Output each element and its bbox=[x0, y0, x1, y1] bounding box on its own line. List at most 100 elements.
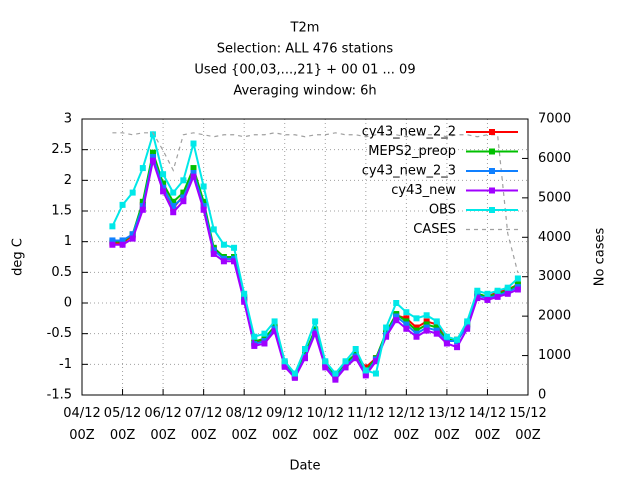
data-point bbox=[241, 298, 248, 305]
data-point bbox=[393, 300, 400, 306]
data-point bbox=[180, 177, 187, 184]
legend-label: cy43_new_2_3 bbox=[362, 164, 456, 179]
data-point bbox=[109, 223, 116, 230]
data-point bbox=[200, 206, 207, 213]
legend-label: OBS bbox=[429, 203, 456, 218]
data-point bbox=[423, 321, 430, 328]
data-point bbox=[362, 364, 369, 371]
y-tick-label: -1 bbox=[59, 357, 72, 372]
data-point bbox=[210, 250, 217, 257]
data-point bbox=[372, 358, 379, 365]
data-point bbox=[454, 344, 461, 351]
data-point bbox=[281, 363, 288, 370]
data-point bbox=[190, 173, 197, 180]
data-point bbox=[464, 325, 471, 332]
data-point bbox=[433, 318, 440, 325]
data-point bbox=[119, 237, 126, 244]
data-point bbox=[180, 198, 187, 205]
data-point bbox=[139, 165, 146, 172]
data-point bbox=[454, 336, 461, 343]
data-point bbox=[322, 364, 329, 371]
data-point bbox=[149, 157, 156, 164]
chart-subtitle: Used {00,03,...,21} + 00 01 ... 09 bbox=[194, 63, 415, 78]
data-point bbox=[129, 231, 136, 238]
y-tick-label: 3 bbox=[64, 112, 72, 127]
data-point bbox=[200, 203, 207, 210]
legend-marker bbox=[489, 129, 495, 135]
legend-label: cy43_new bbox=[391, 183, 456, 198]
x-tick-label: 08/12 00Z bbox=[225, 406, 262, 443]
y2-tick-label: 7000 bbox=[538, 112, 571, 127]
data-point bbox=[220, 241, 227, 248]
data-point bbox=[403, 309, 410, 316]
data-point bbox=[393, 313, 400, 320]
data-point bbox=[291, 370, 298, 377]
data-point bbox=[403, 321, 410, 328]
data-point bbox=[170, 209, 177, 216]
data-point bbox=[342, 358, 349, 365]
data-point bbox=[413, 330, 420, 337]
data-point bbox=[383, 324, 390, 331]
data-point bbox=[261, 330, 268, 337]
x-tick-label: 04/12 00Z bbox=[63, 406, 100, 443]
data-point bbox=[190, 165, 197, 172]
data-point bbox=[241, 290, 248, 297]
x-tick-label: 15/12 00Z bbox=[509, 406, 546, 443]
legend-label: MEPS2_preop bbox=[368, 144, 456, 159]
chart-title: T2m bbox=[290, 21, 320, 36]
data-point bbox=[494, 287, 501, 294]
data-point bbox=[433, 321, 440, 328]
data-point bbox=[514, 275, 521, 282]
data-point bbox=[149, 149, 156, 156]
y2-tick-label: 6000 bbox=[538, 151, 571, 166]
legend-marker bbox=[489, 148, 495, 155]
data-point bbox=[332, 370, 339, 377]
y2-tick-label: 1000 bbox=[538, 348, 571, 363]
data-point bbox=[180, 189, 187, 196]
data-point bbox=[403, 325, 410, 332]
data-point bbox=[271, 328, 278, 335]
data-point bbox=[281, 358, 288, 365]
data-point bbox=[119, 241, 126, 248]
legend-label: CASES bbox=[413, 222, 456, 237]
data-point bbox=[160, 188, 167, 195]
data-point bbox=[423, 318, 430, 325]
data-point bbox=[220, 258, 227, 265]
y-tick-label: 2.5 bbox=[51, 142, 72, 157]
data-point bbox=[342, 364, 349, 371]
legend-label: cy43_new_2_2 bbox=[362, 125, 456, 140]
data-point bbox=[302, 346, 308, 352]
data-point bbox=[160, 184, 167, 191]
x-tick-label: 07/12 00Z bbox=[185, 406, 222, 443]
data-point bbox=[200, 198, 207, 205]
legend-marker bbox=[489, 168, 495, 174]
x-tick-label: 06/12 00Z bbox=[144, 406, 181, 443]
y2-tick-label: 5000 bbox=[538, 190, 571, 205]
chart-subtitle: Averaging window: 6h bbox=[233, 84, 376, 99]
y2-tick-label: 3000 bbox=[538, 269, 571, 284]
data-point bbox=[362, 372, 369, 379]
x-tick-label: 13/12 00Z bbox=[428, 406, 465, 443]
data-point bbox=[190, 169, 197, 176]
legend-marker bbox=[489, 207, 495, 213]
data-point bbox=[261, 340, 268, 347]
data-point bbox=[464, 318, 471, 325]
data-point bbox=[433, 330, 440, 337]
data-point bbox=[474, 287, 481, 294]
data-point bbox=[403, 315, 410, 322]
data-point bbox=[251, 333, 258, 340]
data-point bbox=[160, 171, 167, 178]
x-tick-label: 09/12 00Z bbox=[266, 406, 303, 443]
x-tick-label: 10/12 00Z bbox=[307, 406, 344, 443]
data-point bbox=[383, 333, 390, 340]
data-point bbox=[149, 131, 156, 138]
plot-frame bbox=[81, 118, 529, 396]
data-point bbox=[160, 180, 167, 187]
data-point bbox=[109, 241, 116, 248]
data-point bbox=[302, 350, 308, 357]
data-point bbox=[109, 237, 116, 244]
data-point bbox=[210, 226, 217, 233]
data-point bbox=[322, 358, 329, 365]
